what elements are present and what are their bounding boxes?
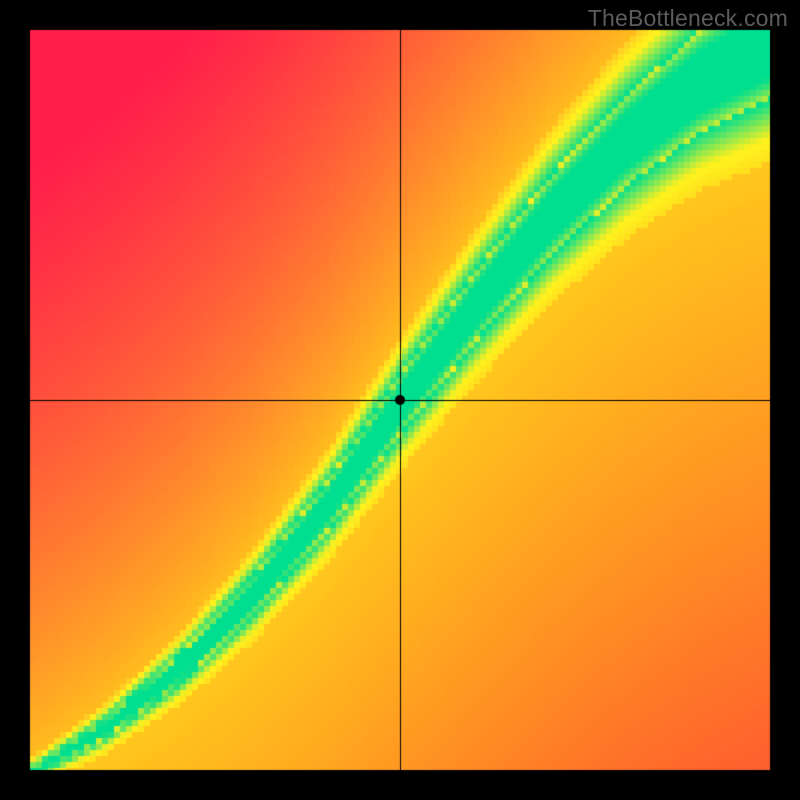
heatmap-canvas <box>0 0 800 800</box>
watermark-text: TheBottleneck.com <box>588 5 788 32</box>
chart-frame: TheBottleneck.com <box>0 0 800 800</box>
